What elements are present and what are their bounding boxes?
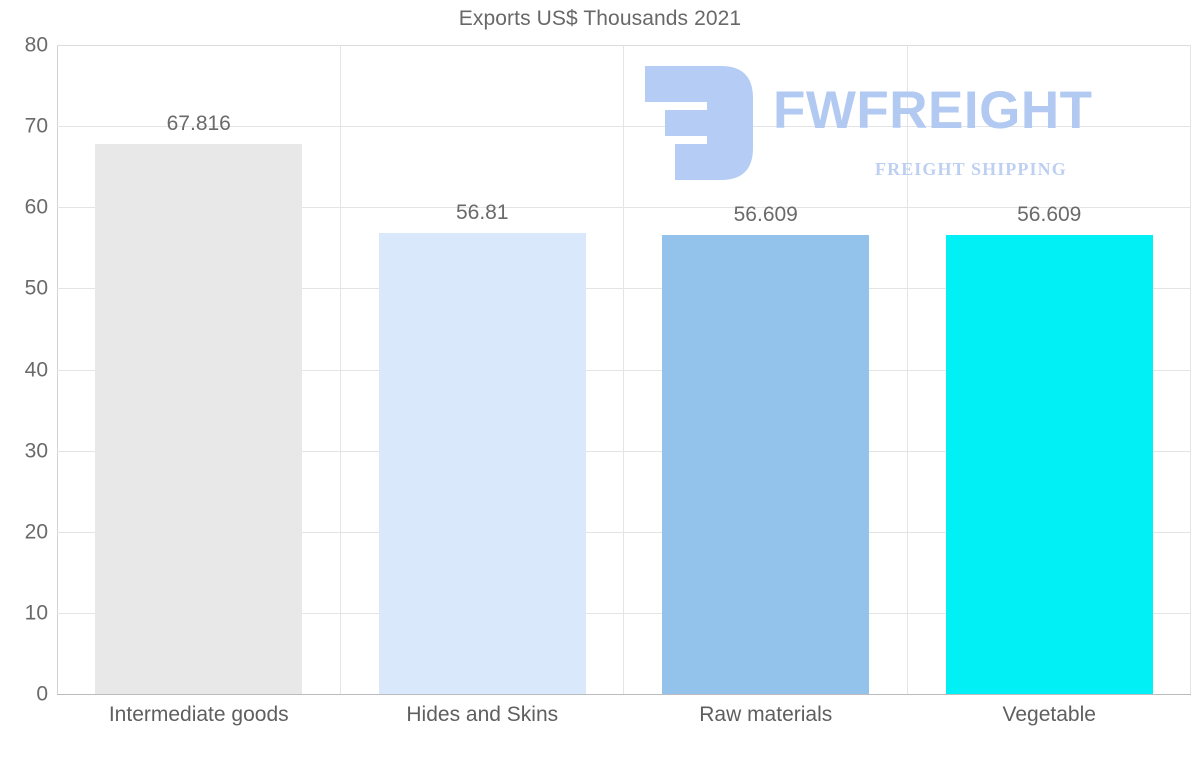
gridline-horizontal [57,694,1191,695]
bar-value-label: 56.609 [1017,202,1082,226]
gridline-horizontal [57,45,1191,46]
gridline-horizontal [57,369,1191,371]
gridline-vertical [340,45,341,694]
y-axis-tick-label: 50 [24,276,48,300]
x-axis-category-label: Vegetable [1002,703,1096,726]
y-axis-tick-label: 40 [24,358,48,381]
gridline-horizontal [57,207,1191,209]
x-axis-category-label: Intermediate goods [108,703,289,726]
y-axis-tick-label: 20 [24,520,48,544]
chart-title: Exports US$ Thousands 2021 [458,7,742,30]
bar[interactable] [378,233,586,694]
bar[interactable] [662,234,870,694]
gridline-horizontal [57,612,1191,614]
y-axis-tick-label: 10 [24,601,48,625]
bar-value-label: 56.609 [733,202,798,226]
gridline-vertical [907,45,908,694]
gridline-horizontal [57,288,1191,290]
y-axis-tick-label: 0 [36,682,48,706]
gridline-horizontal [57,450,1191,452]
y-axis-tick-label: 30 [24,439,48,463]
plot-area: 67.816 56.81 56.609 56.609 [57,45,1191,695]
y-axis-tick-label: 60 [24,195,48,219]
bar[interactable] [95,143,303,694]
x-axis-category-label: Hides and Skins [406,703,559,726]
y-axis-tick-label: 70 [24,114,48,138]
x-axis-category-label: Raw materials [699,703,833,726]
y-axis-tick-label: 80 [24,33,48,57]
bar-value-label: 56.81 [455,201,509,225]
bar[interactable] [945,234,1153,694]
bar-value-label: 67.816 [166,111,231,135]
gridline-vertical [623,45,624,694]
gridline-horizontal [57,531,1191,533]
gridline-vertical [1190,45,1191,694]
gridline-horizontal [57,126,1191,128]
